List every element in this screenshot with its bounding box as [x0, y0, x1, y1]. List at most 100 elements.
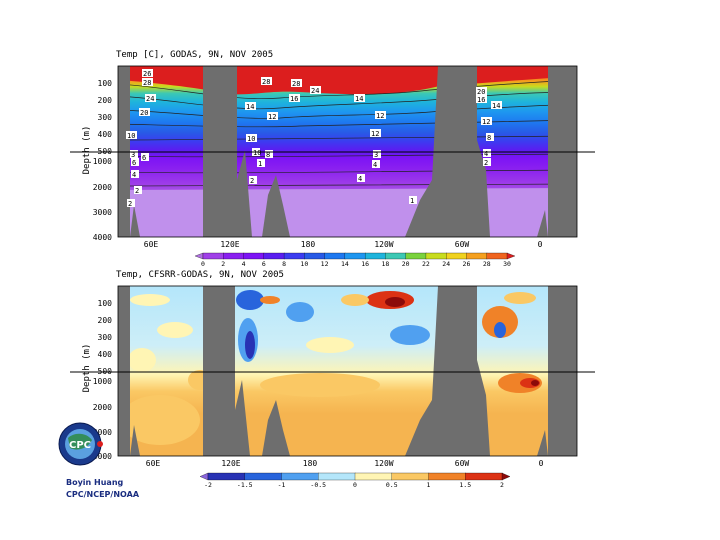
top-colorbar-labels: 0 2 4 6 8 10 12 14 16 18 20 22 24 26 28 30 — [201, 260, 511, 268]
colorbar-label: 24 — [442, 260, 450, 268]
y-tick: 1000 — [93, 157, 112, 166]
svg-text:14: 14 — [492, 102, 500, 110]
colorbar-cell — [364, 252, 387, 260]
contour-label: 16 — [289, 94, 300, 103]
contour-label: 20 — [476, 87, 487, 96]
colorbar-cell — [506, 252, 516, 260]
contour-label: 2 — [127, 199, 135, 208]
contour-label: 12 — [375, 111, 386, 120]
bottom-plot-area — [118, 286, 577, 456]
bottom-colorbar-cells — [199, 472, 511, 481]
svg-text:20: 20 — [477, 88, 485, 96]
contour-label: 8 — [486, 133, 494, 142]
bottom-panel: Temp, CFSRR-GODAS, 9N, NOV 2005 — [70, 270, 595, 489]
colorbar-label: 0 — [201, 260, 205, 268]
svg-text:1: 1 — [258, 160, 262, 168]
colorbar-cell — [324, 252, 346, 260]
top-x-ticks: 60E 120E 180 120W 60W 0 — [144, 240, 543, 249]
x-tick: 60W — [455, 240, 470, 249]
contour-label: 1 — [257, 159, 265, 168]
contour-label: 4 — [372, 160, 380, 169]
y-tick: 4000 — [93, 452, 112, 461]
colorbar-label: 0 — [353, 481, 357, 489]
colorbar-cell — [405, 252, 427, 260]
y-tick: 500 — [98, 147, 113, 156]
colorbar-label: 8 — [282, 260, 286, 268]
colorbar-cell — [465, 472, 503, 481]
svg-text:6: 6 — [132, 159, 136, 167]
svg-text:10: 10 — [247, 135, 255, 143]
bottom-colorbar: -2 -1.5 -1 -0.5 0 0.5 1 1.5 2 — [199, 472, 511, 489]
colorbar-label: 14 — [341, 260, 349, 268]
colorbar-cell — [446, 252, 468, 260]
colorbar-cell — [243, 252, 265, 260]
svg-text:2: 2 — [128, 200, 132, 208]
y-tick: 300 — [98, 333, 113, 342]
contour-label: 28 — [291, 79, 302, 88]
colorbar-label: 28 — [483, 260, 491, 268]
contour-label: 2 — [249, 176, 257, 185]
contour-label: 12 — [481, 117, 492, 126]
x-tick: 180 — [301, 240, 316, 249]
contour-label: 6 — [141, 153, 149, 162]
bottom-x-ticks: 60E 120E 180 120W 60W 0 — [146, 459, 544, 468]
colorbar-cell — [501, 472, 511, 481]
logo-text: CPC — [69, 440, 91, 451]
x-tick: 0 — [538, 240, 543, 249]
y-tick: 200 — [98, 96, 113, 105]
top-title: Temp [C], GODAS, 9N, NOV 2005 — [116, 50, 273, 60]
contour-label: 24 — [145, 94, 156, 103]
svg-text:24: 24 — [146, 95, 154, 103]
contour-label: 12 — [267, 112, 278, 121]
svg-text:28: 28 — [292, 80, 300, 88]
svg-text:4: 4 — [358, 175, 362, 183]
svg-text:12: 12 — [376, 112, 384, 120]
colorbar-cell — [207, 472, 246, 481]
y-tick: 200 — [98, 316, 113, 325]
x-tick: 120E — [220, 240, 239, 249]
colorbar-label: 1 — [427, 481, 431, 489]
y-tick: 300 — [98, 113, 113, 122]
contour-label: 6 — [131, 158, 139, 167]
bottom-topography — [118, 286, 577, 456]
svg-text:2: 2 — [135, 187, 139, 195]
svg-text:4: 4 — [373, 161, 377, 169]
cpc-logo: CPC — [58, 422, 103, 466]
y-tick: 2000 — [93, 403, 112, 412]
y-tick: 100 — [98, 299, 113, 308]
top-panel: Temp [C], GODAS, 9N, NOV 2005 — [70, 50, 595, 268]
contour-label: 12 — [370, 129, 381, 138]
colorbar-label: -2 — [204, 481, 212, 489]
colorbar-cell — [281, 472, 319, 481]
colorbar-label: -1.5 — [237, 481, 253, 489]
contour-label: 2 — [134, 186, 142, 195]
svg-text:2: 2 — [484, 159, 488, 167]
colorbar-cell — [244, 472, 283, 481]
contour-label: 26 — [142, 69, 153, 78]
contour-label: 4 — [483, 149, 491, 158]
svg-text:2: 2 — [250, 177, 254, 185]
svg-text:24: 24 — [311, 87, 319, 95]
top-contour-labels: 26 28 24 20 28 28 24 16 14 12 12 14 12 1… — [126, 69, 502, 208]
y-tick: 1000 — [93, 377, 112, 386]
colorbar-cell — [385, 252, 407, 260]
colorbar-cell — [304, 252, 326, 260]
svg-text:4: 4 — [484, 150, 488, 158]
top-y-axis-label: Depth (m) — [82, 126, 92, 175]
colorbar-label: 10 — [300, 260, 308, 268]
colorbar-cell — [194, 252, 204, 260]
colorbar-label: 18 — [381, 260, 389, 268]
svg-text:14: 14 — [246, 103, 254, 111]
bottom-colorbar-labels: -2 -1.5 -1 -0.5 0 0.5 1 1.5 2 — [204, 481, 504, 489]
svg-text:28: 28 — [143, 79, 151, 87]
x-tick: 120E — [221, 459, 240, 468]
colorbar-cell — [391, 472, 430, 481]
bottom-frame — [117, 285, 578, 457]
colorbar-cell — [486, 252, 508, 260]
contour-label: 2 — [483, 158, 491, 167]
svg-text:1: 1 — [410, 197, 414, 205]
contour-label: 16 — [476, 95, 487, 104]
credit-org: CPC/NCEP/NOAA — [66, 490, 140, 499]
bottom-title: Temp, CFSRR-GODAS, 9N, NOV 2005 — [116, 270, 284, 280]
